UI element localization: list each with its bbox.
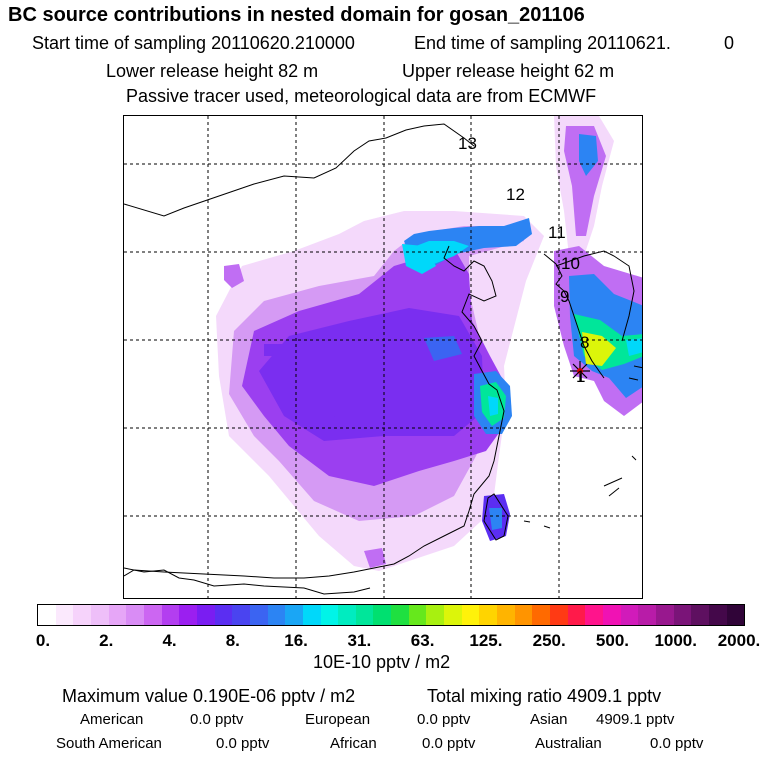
colorbar-swatch <box>285 605 303 625</box>
region-value-australian: 0.0 pptv <box>650 735 704 752</box>
colorbar-swatch <box>497 605 515 625</box>
region-label-australian: Australian <box>535 735 602 752</box>
map-canvas: 13 12 11 10 9 8 1 <box>124 116 642 598</box>
tracer-note-text: Passive tracer used, meteorological data… <box>126 86 597 106</box>
region-label-european: European <box>305 711 371 728</box>
traj-label-12: 12 <box>506 185 525 204</box>
colorbar-swatch <box>461 605 480 625</box>
region-label-african: African <box>330 735 377 752</box>
colorbar-swatch <box>320 605 339 625</box>
plot-title: BC source contributions in nested domain… <box>8 4 585 26</box>
region-label-asian: Asian <box>530 711 568 728</box>
colorbar-swatch <box>426 605 445 625</box>
colorbar-tick-label: 2. <box>99 631 114 650</box>
lat-lon-grid <box>124 116 642 598</box>
colorbar-swatch <box>90 605 109 625</box>
colorbar-swatch <box>249 605 268 625</box>
colorbar-swatch <box>196 605 215 625</box>
traj-label-11: 11 <box>548 223 566 242</box>
colorbar-swatch <box>567 605 586 625</box>
traj-label-13: 13 <box>458 134 477 153</box>
release-point-dot <box>577 368 583 374</box>
region-value-south-american: 0.0 pptv <box>216 735 270 752</box>
region-value-american: 0.0 pptv <box>190 711 244 728</box>
max-value-text: Maximum value 0.190E-06 pptv / m2 <box>62 686 356 706</box>
colorbar-swatch <box>267 605 286 625</box>
colorbar-unit: 10E-10 pptv / m2 <box>313 652 451 672</box>
colorbar-tick-label: 8. <box>225 631 240 650</box>
colorbar-swatch <box>143 605 162 625</box>
colorbar-swatch <box>126 605 144 625</box>
traj-label-1: 1 <box>576 367 585 386</box>
colorbar-swatch <box>161 605 180 625</box>
colorbar-tick-label: 31. <box>347 631 372 650</box>
end-sampling-suffix: 0 <box>724 33 735 53</box>
colorbar-tick-label: 500. <box>595 631 629 650</box>
colorbar-tick-label: 16. <box>284 631 308 650</box>
colorbar-swatch <box>691 605 709 625</box>
lower-release-text: Lower release height 82 m <box>106 61 319 81</box>
traj-label-10: 10 <box>561 254 580 273</box>
map-panel: 13 12 11 10 9 8 1 <box>123 115 643 599</box>
traj-label-8: 8 <box>580 333 589 352</box>
colorbar-swatch <box>638 605 656 625</box>
colorbar-swatch <box>55 605 74 625</box>
start-sampling-text: Start time of sampling 20110620.210000 <box>32 33 355 53</box>
total-mixing-text: Total mixing ratio 4909.1 pptv <box>427 686 662 706</box>
colorbar <box>37 604 745 626</box>
colorbar-swatch <box>391 605 409 625</box>
colorbar-swatch <box>726 605 745 625</box>
colorbar-swatch <box>373 605 392 625</box>
colorbar-tick-label: 63. <box>410 631 435 650</box>
colorbar-swatch <box>550 605 568 625</box>
colorbar-swatch <box>338 605 356 625</box>
colorbar-swatch <box>585 605 603 625</box>
colorbar-swatch <box>38 605 56 625</box>
colorbar-swatch <box>620 605 639 625</box>
colorbar-swatch <box>108 605 127 625</box>
region-value-european: 0.0 pptv <box>417 711 471 728</box>
colorbar-tick-label: 4. <box>162 631 177 650</box>
colorbar-swatch <box>444 605 462 625</box>
colorbar-swatch <box>408 605 427 625</box>
colorbar-tick-label: 0. <box>35 631 51 650</box>
region-value-asian: 4909.1 pptv <box>596 711 675 728</box>
colorbar-swatch <box>655 605 674 625</box>
colorbar-tick-label: 125. <box>469 631 503 650</box>
colorbar-swatch <box>708 605 727 625</box>
colorbar-swatch <box>532 605 551 625</box>
colorbar-swatch <box>673 605 692 625</box>
coastlines <box>124 123 642 595</box>
region-value-african: 0.0 pptv <box>422 735 476 752</box>
colorbar-swatch <box>302 605 321 625</box>
colorbar-swatch <box>232 605 250 625</box>
colorbar-swatch <box>73 605 91 625</box>
region-label-american: American <box>80 711 144 728</box>
colorbar-swatch <box>355 605 374 625</box>
colorbar-swatch <box>214 605 233 625</box>
colorbar-tick-label: 1000. <box>654 631 697 650</box>
end-sampling-text: End time of sampling 20110621. <box>414 33 671 53</box>
region-label-south-american: South American <box>56 735 162 752</box>
upper-release-text: Upper release height 62 m <box>402 61 615 81</box>
traj-label-9: 9 <box>560 287 569 306</box>
concentration-plume <box>216 116 642 571</box>
colorbar-swatch <box>479 605 498 625</box>
colorbar-tick-label: 250. <box>532 631 566 650</box>
colorbar-swatch <box>179 605 197 625</box>
colorbar-swatch <box>603 605 621 625</box>
colorbar-swatch <box>514 605 533 625</box>
colorbar-tick-label: 2000. <box>717 631 761 650</box>
